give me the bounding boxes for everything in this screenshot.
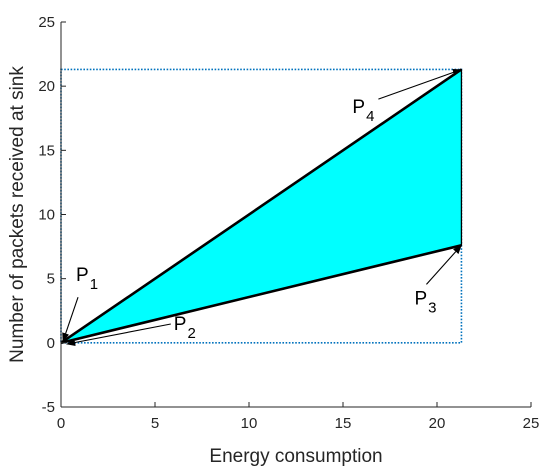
x-tick-label: 5 (151, 415, 159, 432)
x-tick-label: 20 (429, 415, 446, 432)
x-tick-label: 0 (57, 415, 65, 432)
y-tick-label: 25 (38, 14, 55, 31)
p1-arrow (62, 297, 79, 342)
y-tick-label: 10 (38, 207, 55, 224)
p2-arrow (66, 323, 171, 347)
edge-to-p4 (60, 68, 463, 344)
y-tick-label: 5 (47, 271, 55, 288)
y-axis-label: Number of packets received at sink (7, 66, 28, 363)
edge-to-p3 (60, 244, 462, 345)
x-tick-label: 15 (335, 415, 352, 432)
y-tick-label: 20 (38, 78, 55, 95)
p4-arrow (378, 68, 462, 100)
y-tick-label: -5 (42, 399, 55, 416)
y-tick-label: 15 (38, 142, 55, 159)
y-tick-label: 0 (47, 335, 55, 352)
x-tick-label: 25 (523, 415, 540, 432)
p3-arrow (426, 244, 462, 285)
x-axis-label: Energy consumption (209, 446, 382, 467)
x-tick-label: 10 (241, 415, 258, 432)
